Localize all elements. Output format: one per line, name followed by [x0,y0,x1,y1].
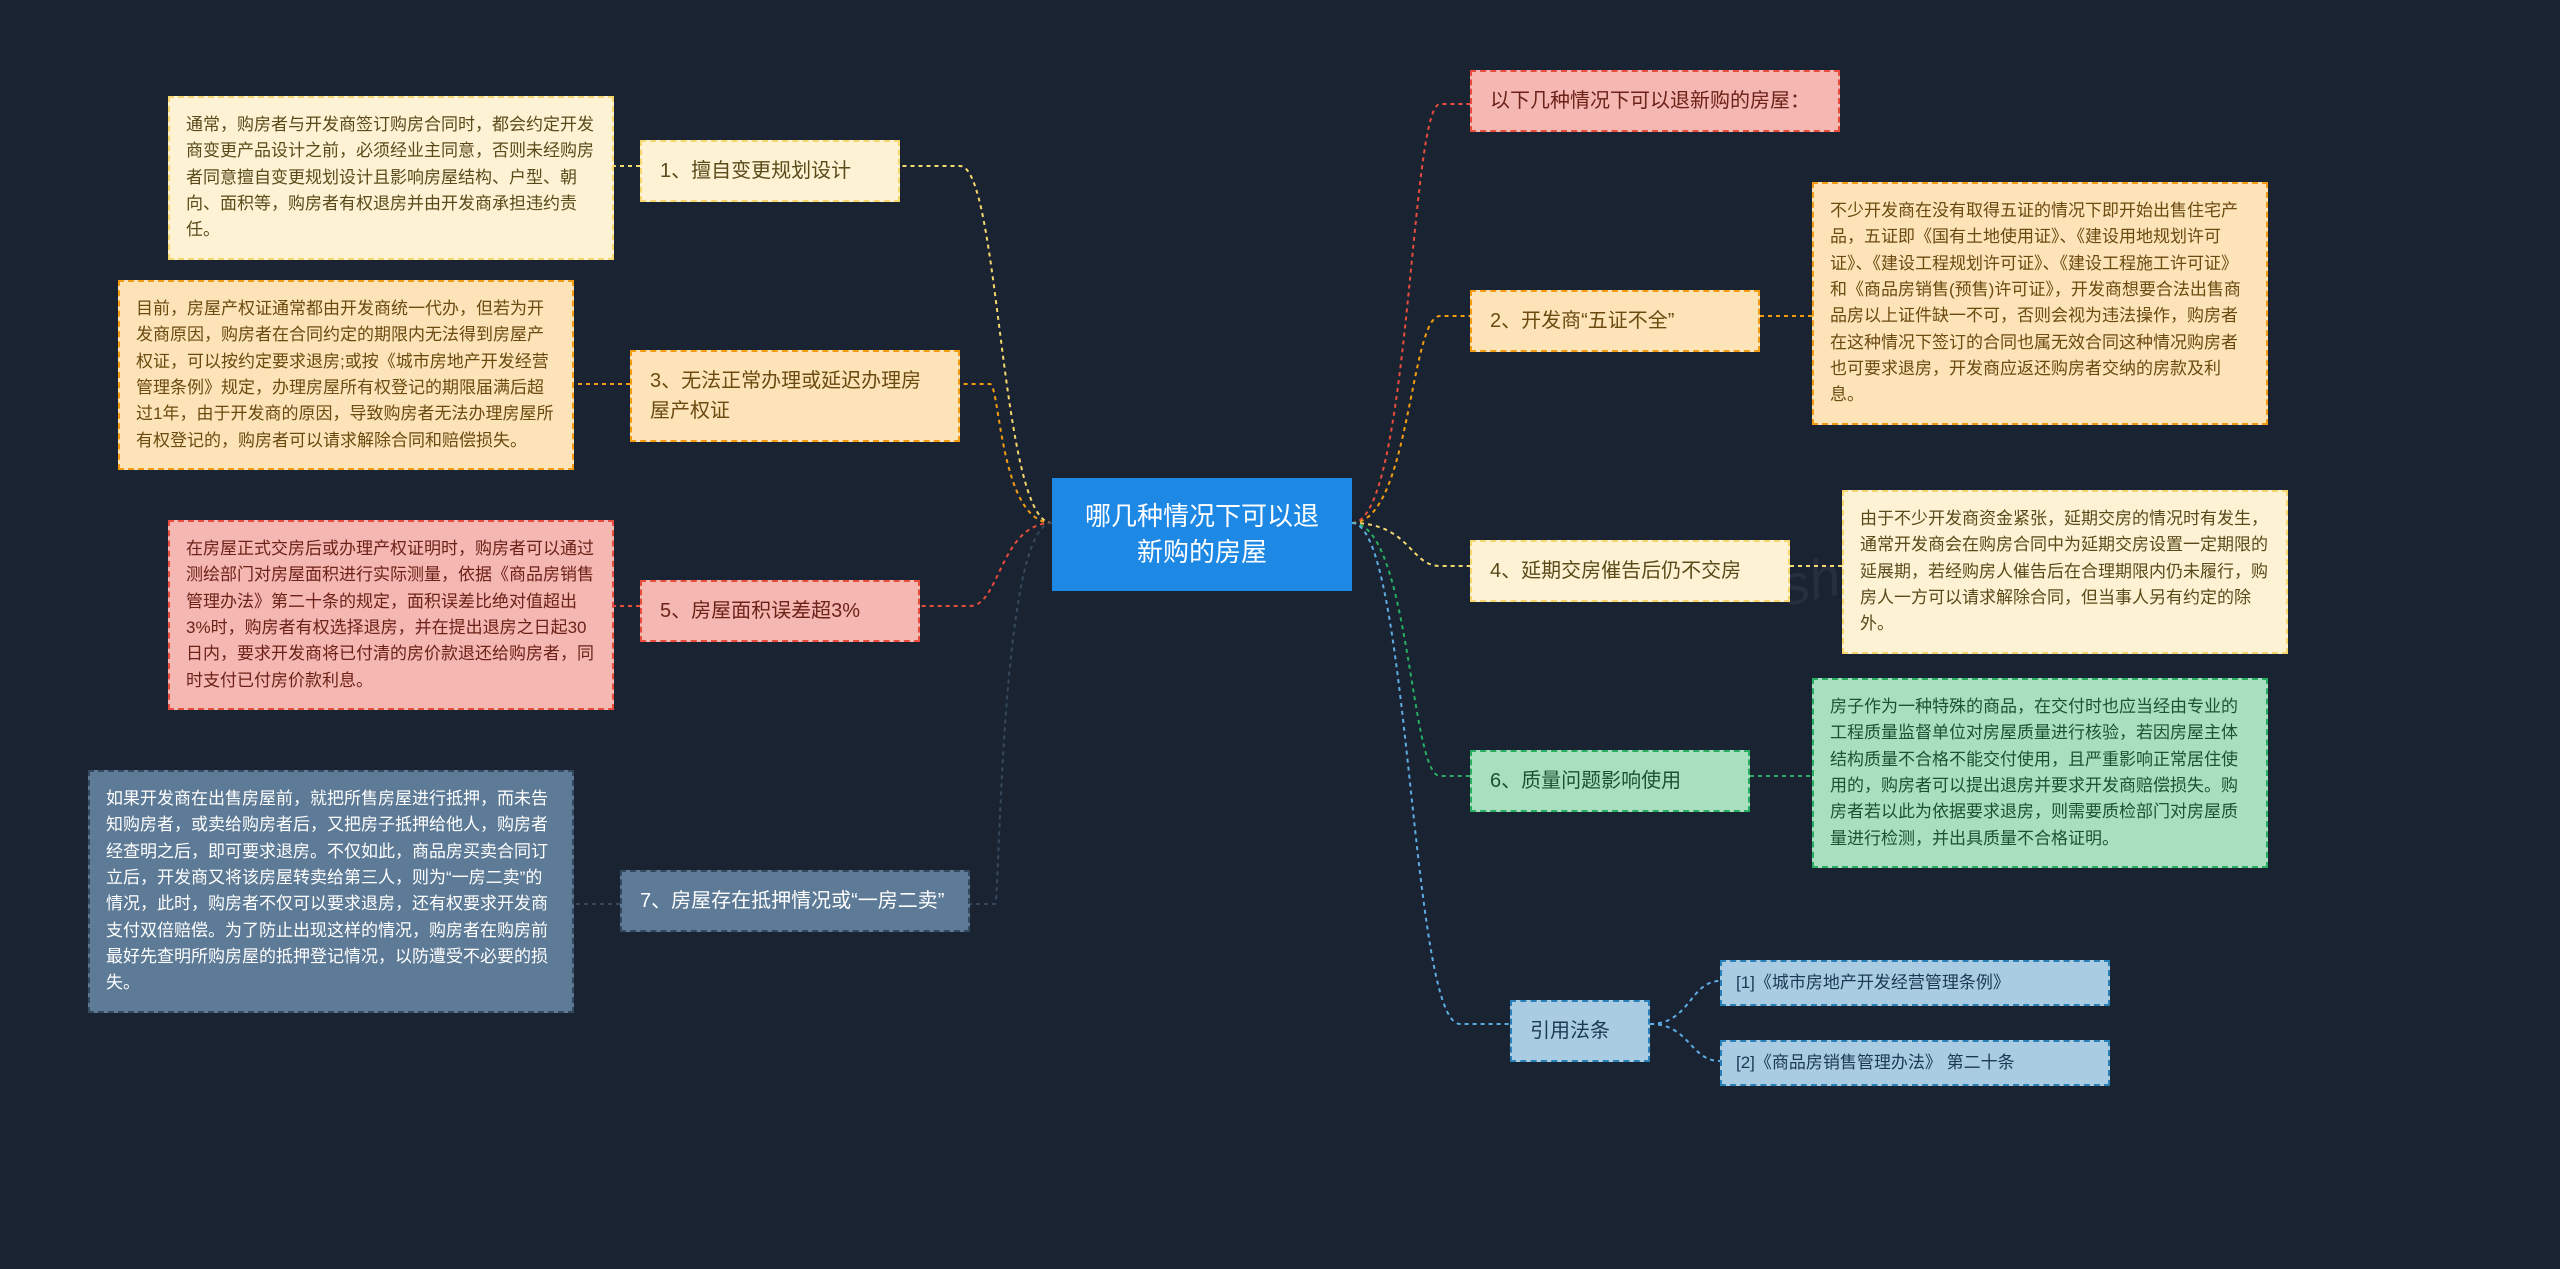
left-branch-b7: 7、房屋存在抵押情况或“一房二卖” [620,870,970,932]
center-node: 哪几种情况下可以退新购的房屋 [1052,478,1352,591]
left-detail-b7: 如果开发商在出售房屋前，就把所售房屋进行抵押，而未告知购房者，或卖给购房者后，又… [88,770,574,1013]
ref-item-1: [2]《商品房销售管理办法》 第二十条 [1720,1040,2110,1086]
left-branch-b1: 1、擅自变更规划设计 [640,140,900,202]
left-detail-b1: 通常，购房者与开发商签订购房合同时，都会约定开发商变更产品设计之前，必须经业主同… [168,96,614,260]
right-detail-b6: 房子作为一种特殊的商品，在交付时也应当经由专业的工程质量监督单位对房屋质量进行核… [1812,678,2268,868]
right-branch-intro: 以下几种情况下可以退新购的房屋： [1470,70,1840,132]
right-branch-b6: 6、质量问题影响使用 [1470,750,1750,812]
right-detail-b2: 不少开发商在没有取得五证的情况下即开始出售住宅产品，五证即《国有土地使用证》、《… [1812,182,2268,425]
right-branch-refs: 引用法条 [1510,1000,1650,1062]
left-branch-b5: 5、房屋面积误差超3% [640,580,920,642]
right-branch-b2: 2、开发商“五证不全” [1470,290,1760,352]
right-detail-b4: 由于不少开发商资金紧张，延期交房的情况时有发生，通常开发商会在购房合同中为延期交… [1842,490,2288,654]
left-branch-b3: 3、无法正常办理或延迟办理房屋产权证 [630,350,960,442]
left-detail-b3: 目前，房屋产权证通常都由开发商统一代办，但若为开发商原因，购房者在合同约定的期限… [118,280,574,470]
ref-item-0: [1]《城市房地产开发经营管理条例》 [1720,960,2110,1006]
left-detail-b5: 在房屋正式交房后或办理产权证明时，购房者可以通过测绘部门对房屋面积进行实际测量，… [168,520,614,710]
right-branch-b4: 4、延期交房催告后仍不交房 [1470,540,1790,602]
